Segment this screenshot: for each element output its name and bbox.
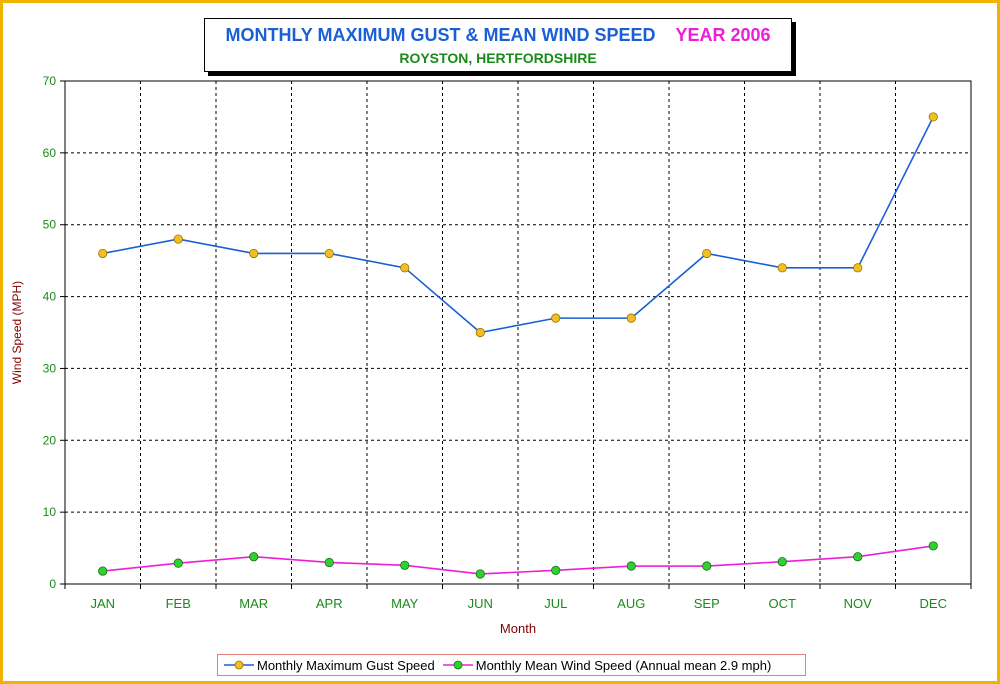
data-point-gust <box>173 234 183 244</box>
data-point-mean <box>928 541 938 551</box>
x-tick-label: MAY <box>391 596 419 611</box>
data-point-gust <box>928 112 938 122</box>
x-tick-label: SEP <box>694 596 720 611</box>
legend: Monthly Maximum Gust Speed Monthly Mean … <box>217 654 806 676</box>
y-tick-label: 40 <box>43 290 57 304</box>
data-point-mean <box>324 557 334 568</box>
chart-subtitle: ROYSTON, HERTFORDSHIRE <box>399 50 597 66</box>
series-line-mean <box>102 545 934 575</box>
y-tick-label: 0 <box>49 577 56 591</box>
plot-area <box>64 80 972 585</box>
data-point-gust <box>249 248 259 259</box>
y-tick-label: 50 <box>43 218 57 232</box>
data-point-mean <box>400 560 410 570</box>
y-tick-label: 10 <box>43 505 57 519</box>
y-tick-label: 60 <box>43 146 57 160</box>
title-line: MONTHLY MAXIMUM GUST & MEAN WIND SPEED YE… <box>205 25 791 46</box>
y-tick-label: 20 <box>43 433 57 447</box>
legend-item-mean: Monthly Mean Wind Speed (Annual mean 2.9… <box>442 657 772 673</box>
data-point-gust <box>324 248 334 259</box>
series-line-gust <box>102 116 934 334</box>
x-tick-label: OCT <box>769 596 797 611</box>
data-point-mean <box>702 561 712 571</box>
data-point-mean <box>475 569 485 579</box>
y-tick-label: 70 <box>43 74 57 88</box>
x-tick-label: DEC <box>920 596 947 611</box>
y-axis-label: Wind Speed (MPH) <box>10 281 24 384</box>
data-point-mean <box>98 566 108 576</box>
data-point-mean <box>626 561 636 571</box>
chart-title: MONTHLY MAXIMUM GUST & MEAN WIND SPEED <box>225 25 656 45</box>
legend-item-gust: Monthly Maximum Gust Speed <box>224 658 435 673</box>
chart-year: YEAR 2006 <box>675 25 771 45</box>
legend-gust-label: Monthly Maximum Gust Speed <box>257 657 435 673</box>
data-point-gust <box>626 313 636 323</box>
x-axis-label: Month <box>500 621 536 636</box>
data-point-gust <box>98 248 108 259</box>
x-tick-label: FEB <box>166 596 191 611</box>
data-point-gust <box>702 248 712 259</box>
data-point-mean <box>551 565 561 575</box>
y-tick-label: 30 <box>43 361 57 375</box>
data-point-gust <box>551 313 561 323</box>
x-tick-label: MAR <box>239 596 268 611</box>
x-tick-label: APR <box>316 596 343 611</box>
legend-mean-label: Monthly Mean Wind Speed (Annual mean 2.9… <box>475 657 772 673</box>
data-point-mean <box>853 552 863 562</box>
x-tick-label: NOV <box>844 596 873 611</box>
data-point-gust <box>777 263 787 273</box>
data-point-gust <box>400 263 410 273</box>
legend-mean-swatch <box>442 660 473 670</box>
data-point-mean <box>777 557 787 567</box>
x-tick-label: JAN <box>90 596 115 611</box>
x-tick-label: AUG <box>617 596 645 611</box>
title-box: MONTHLY MAXIMUM GUST & MEAN WIND SPEED YE… <box>204 18 792 72</box>
data-point-mean <box>173 558 183 568</box>
legend-gust-swatch <box>224 660 254 670</box>
data-point-mean <box>249 552 259 562</box>
data-point-gust <box>853 263 863 273</box>
data-point-gust <box>475 327 485 338</box>
x-tick-label: JUL <box>544 596 567 611</box>
x-tick-label: JUN <box>468 596 493 611</box>
